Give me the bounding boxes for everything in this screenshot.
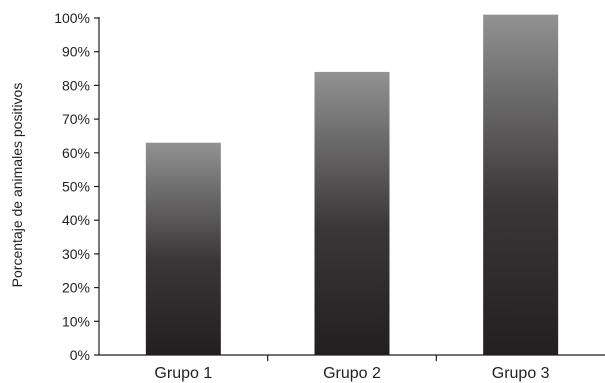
y-tick-label: 40% [62,212,90,228]
y-axis-title: Porcentaje de animales positivos [9,83,25,288]
bar [145,142,221,355]
y-tick-label: 30% [62,246,90,262]
bars [145,14,559,356]
x-tick-label: Grupo 3 [492,365,550,382]
x-tick-label: Grupo 2 [323,365,381,382]
y-tick-label: 90% [62,44,90,60]
x-tick-label: Grupo 1 [154,365,212,382]
y-tick-label: 0% [70,347,90,363]
y-tick-label: 10% [62,313,90,329]
y-axis: 0% 10% 20% 30% 40% 50% 60% 70% 80% 90% 100% [54,10,100,363]
y-tick-label: 80% [62,77,90,93]
y-tick-label: 20% [62,280,90,296]
bar [314,71,390,356]
bar [483,14,559,355]
x-axis: Grupo 1 Grupo 2 Grupo 3 [99,354,605,382]
y-tick-label: 70% [62,111,90,127]
y-tick-label: 100% [54,10,90,26]
y-tick-label: 50% [62,179,90,195]
y-tick-label: 60% [62,145,90,161]
